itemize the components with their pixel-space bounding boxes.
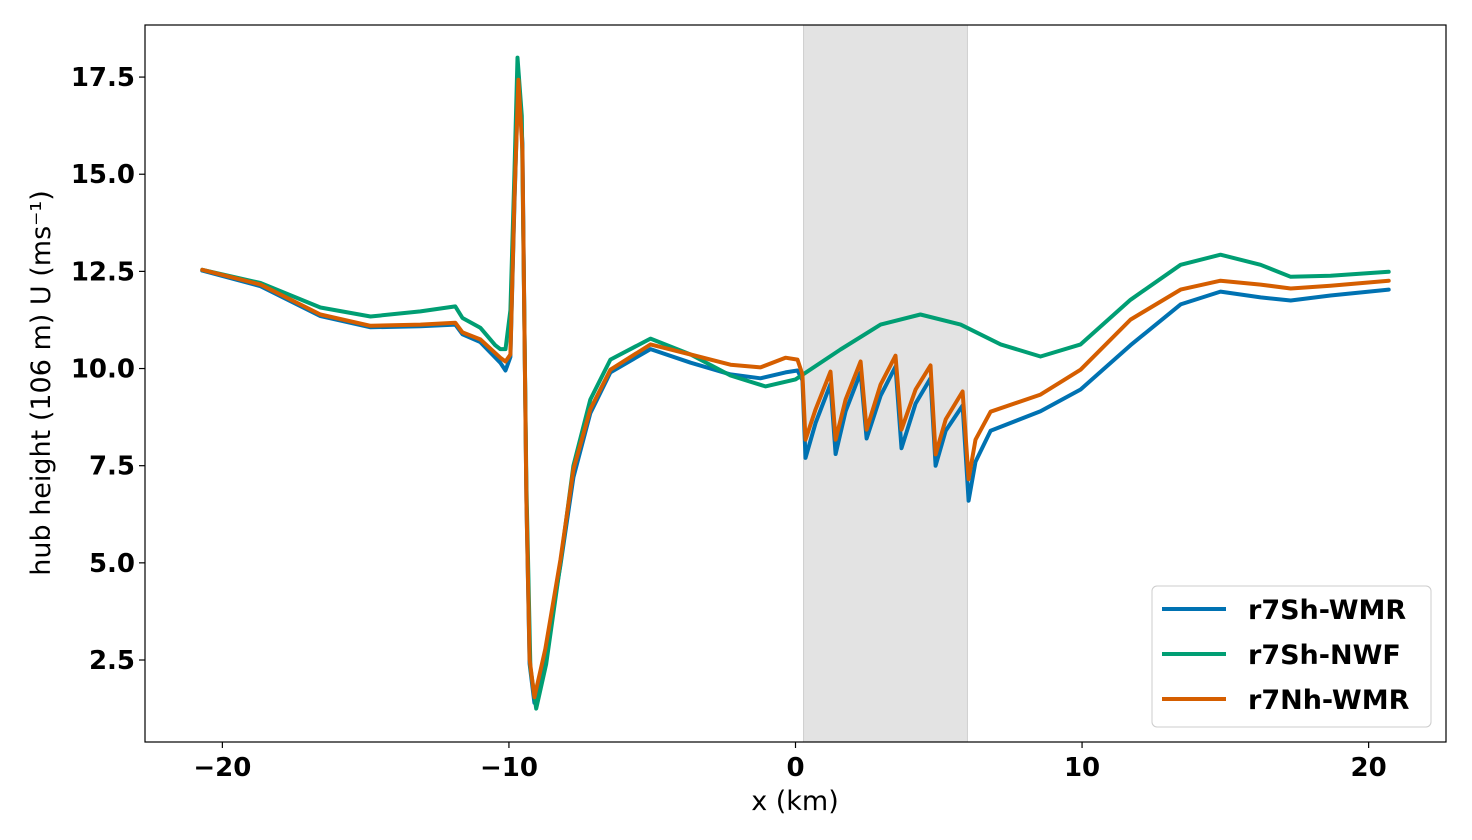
y-axis: 2.5 5.0 7.5 10.0 12.5 15.0 17.5 xyxy=(71,63,145,676)
y-tick-label: 2.5 xyxy=(89,646,135,676)
legend-label: r7Nh-WMR xyxy=(1248,685,1410,716)
x-axis-label: x (km) xyxy=(751,786,839,817)
x-tick-label: −10 xyxy=(480,753,538,783)
legend-box xyxy=(1151,585,1432,728)
y-tick-label: 7.5 xyxy=(89,452,135,482)
x-tick-label: −20 xyxy=(193,753,251,783)
y-tick-label: 5.0 xyxy=(89,549,135,579)
x-tick-label: 10 xyxy=(1064,753,1100,783)
legend-label: r7Sh-NWF xyxy=(1248,640,1401,671)
y-tick-label: 12.5 xyxy=(71,257,135,287)
series-lines xyxy=(200,55,1391,711)
y-axis-label: hub height (106 m) U (ms⁻¹) xyxy=(26,190,57,576)
legend: r7Sh-WMR r7Sh-NWF r7Nh-WMR xyxy=(1151,585,1432,728)
x-axis: −20 −10 0 10 20 xyxy=(193,742,1387,783)
x-tick-label: 0 xyxy=(786,753,804,783)
y-tick-label: 15.0 xyxy=(71,160,135,190)
y-tick-label: 17.5 xyxy=(71,63,135,93)
y-tick-label: 10.0 xyxy=(71,355,135,385)
legend-label: r7Sh-WMR xyxy=(1248,595,1406,626)
series-line-r7Nh-WMR xyxy=(200,77,1391,700)
x-tick-label: 20 xyxy=(1351,753,1387,783)
